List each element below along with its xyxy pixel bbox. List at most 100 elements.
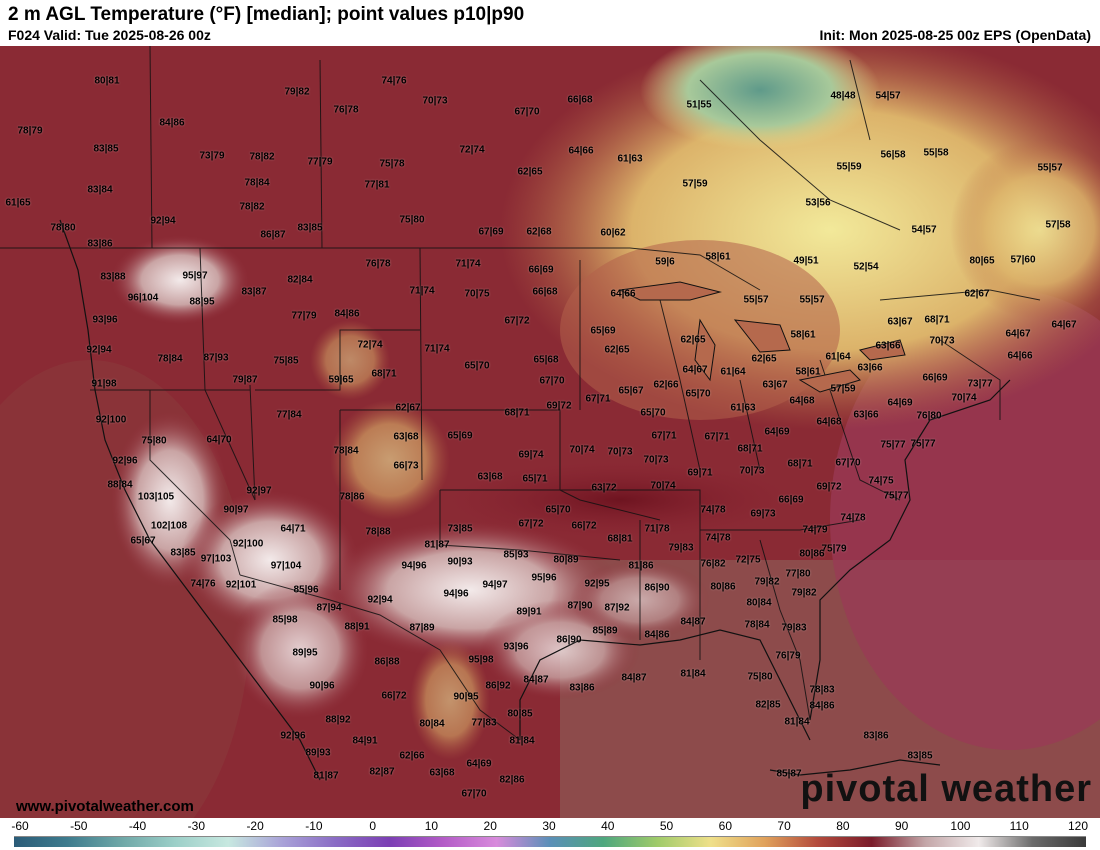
- point-value-label: 81|87: [424, 539, 450, 551]
- point-value-label: 63|68: [477, 471, 503, 483]
- point-value-label: 71|74: [409, 285, 435, 297]
- point-value-label: 75|79: [821, 543, 847, 555]
- point-value-label: 66|68: [567, 94, 593, 106]
- scale-tick-label: 40: [601, 819, 615, 833]
- point-value-label: 58|61: [795, 366, 821, 378]
- point-value-label: 92|100: [95, 414, 127, 426]
- point-value-label: 86|90: [556, 634, 582, 646]
- point-value-label: 61|63: [617, 153, 643, 165]
- point-value-label: 97|104: [270, 560, 302, 572]
- point-value-label: 84|86: [334, 308, 360, 320]
- point-value-label: 93|96: [92, 314, 118, 326]
- point-value-label: 65|71: [522, 473, 548, 485]
- scale-tick-label: -30: [187, 819, 205, 833]
- point-value-label: 72|74: [357, 339, 383, 351]
- point-value-label: 68|71: [737, 443, 763, 455]
- point-value-label: 78|83: [809, 684, 835, 696]
- point-value-label: 88|91: [344, 621, 370, 633]
- point-value-label: 67|70: [514, 106, 540, 118]
- point-value-label: 59|6: [655, 256, 675, 268]
- point-value-label: 67|70: [461, 788, 487, 800]
- point-value-label: 83|86: [569, 682, 595, 694]
- point-value-label: 69|73: [750, 508, 776, 520]
- point-value-label: 83|85: [907, 750, 933, 762]
- point-value-label: 82|86: [499, 774, 525, 786]
- point-value-label: 79|83: [781, 622, 807, 634]
- point-value-label: 77|81: [364, 179, 390, 191]
- scale-tick-label: 20: [483, 819, 497, 833]
- point-value-label: 84|91: [352, 735, 378, 747]
- point-value-label: 78|88: [365, 526, 391, 538]
- point-value-label: 79|87: [232, 374, 258, 386]
- point-value-label: 67|70: [539, 375, 565, 387]
- point-value-label: 84|86: [644, 629, 670, 641]
- point-value-label: 68|71: [371, 368, 397, 380]
- point-value-label: 88|95: [189, 296, 215, 308]
- point-value-label: 71|74: [424, 343, 450, 355]
- point-value-label: 94|97: [482, 579, 508, 591]
- point-value-label: 75|85: [273, 355, 299, 367]
- point-value-label: 73|77: [967, 378, 993, 390]
- point-value-label: 65|70: [545, 504, 571, 516]
- map-header: 2 m AGL Temperature (°F) [median]; point…: [0, 0, 1100, 46]
- point-value-label: 55|58: [923, 147, 949, 159]
- point-value-label: 78|86: [339, 491, 365, 503]
- point-value-label: 64|71: [280, 523, 306, 535]
- point-value-label: 80|86: [799, 548, 825, 560]
- point-value-label: 73|79: [199, 150, 225, 162]
- point-value-label: 61|65: [5, 197, 31, 209]
- point-value-label: 58|61: [705, 251, 731, 263]
- point-value-label: 79|82: [284, 86, 310, 98]
- point-value-label: 66|68: [532, 286, 558, 298]
- point-value-label: 94|96: [401, 560, 427, 572]
- point-value-label: 83|85: [297, 222, 323, 234]
- point-value-label: 70|73: [422, 95, 448, 107]
- point-value-label: 87|94: [316, 602, 342, 614]
- point-value-label: 84|87: [680, 616, 706, 628]
- point-value-label: 55|57: [799, 294, 825, 306]
- point-value-label: 83|88: [100, 271, 126, 283]
- point-value-label: 63|68: [429, 767, 455, 779]
- point-value-label: 81|87: [313, 770, 339, 782]
- point-value-label: 76|80: [916, 410, 942, 422]
- point-value-label: 70|73: [739, 465, 765, 477]
- scale-tick-label: 80: [836, 819, 850, 833]
- point-value-label: 89|91: [516, 606, 542, 618]
- point-value-label: 65|70: [464, 360, 490, 372]
- point-value-label: 62|66: [653, 379, 679, 391]
- point-value-label: 69|74: [518, 449, 544, 461]
- scale-tick-label: 50: [659, 819, 674, 833]
- point-value-label: 71|74: [455, 258, 481, 270]
- point-value-label: 62|66: [399, 750, 425, 762]
- point-value-label: 92|97: [246, 485, 272, 497]
- point-value-label: 82|84: [287, 274, 313, 286]
- point-value-label: 92|94: [86, 344, 112, 356]
- point-value-label: 74|76: [190, 578, 216, 590]
- point-value-label: 52|54: [853, 261, 879, 273]
- point-value-label: 83|85: [170, 547, 196, 559]
- scale-tick-label: 30: [542, 819, 556, 833]
- point-value-label: 63|67: [887, 316, 913, 328]
- point-value-label: 87|90: [567, 600, 593, 612]
- point-value-label: 82|87: [369, 766, 395, 778]
- point-value-label: 65|70: [685, 388, 711, 400]
- point-value-label: 64|67: [1051, 319, 1077, 331]
- point-value-label: 63|66: [853, 409, 879, 421]
- website-label: www.pivotalweather.com: [16, 798, 194, 815]
- point-value-label: 55|57: [743, 294, 769, 306]
- point-value-label: 76|79: [775, 650, 801, 662]
- point-value-label: 77|79: [307, 156, 333, 168]
- point-value-label: 81|84: [784, 716, 810, 728]
- point-value-label: 61|63: [730, 402, 756, 414]
- point-value-label: 66|73: [393, 460, 419, 472]
- point-value-label: 68|71: [924, 314, 950, 326]
- scale-tick-label: 120: [1067, 819, 1089, 833]
- point-value-label: 66|72: [571, 520, 597, 532]
- point-value-label: 85|89: [592, 625, 618, 637]
- color-scale: -60 -50 -40 -30 -20 -10 0 10 20 30 40 50 60 70 80 90 100…: [0, 818, 1100, 850]
- point-value-label: 87|93: [203, 352, 229, 364]
- point-value-label: 64|66: [568, 145, 594, 157]
- point-value-label: 79|82: [754, 576, 780, 588]
- point-value-label: 83|86: [87, 238, 113, 250]
- point-value-label: 79|83: [668, 542, 694, 554]
